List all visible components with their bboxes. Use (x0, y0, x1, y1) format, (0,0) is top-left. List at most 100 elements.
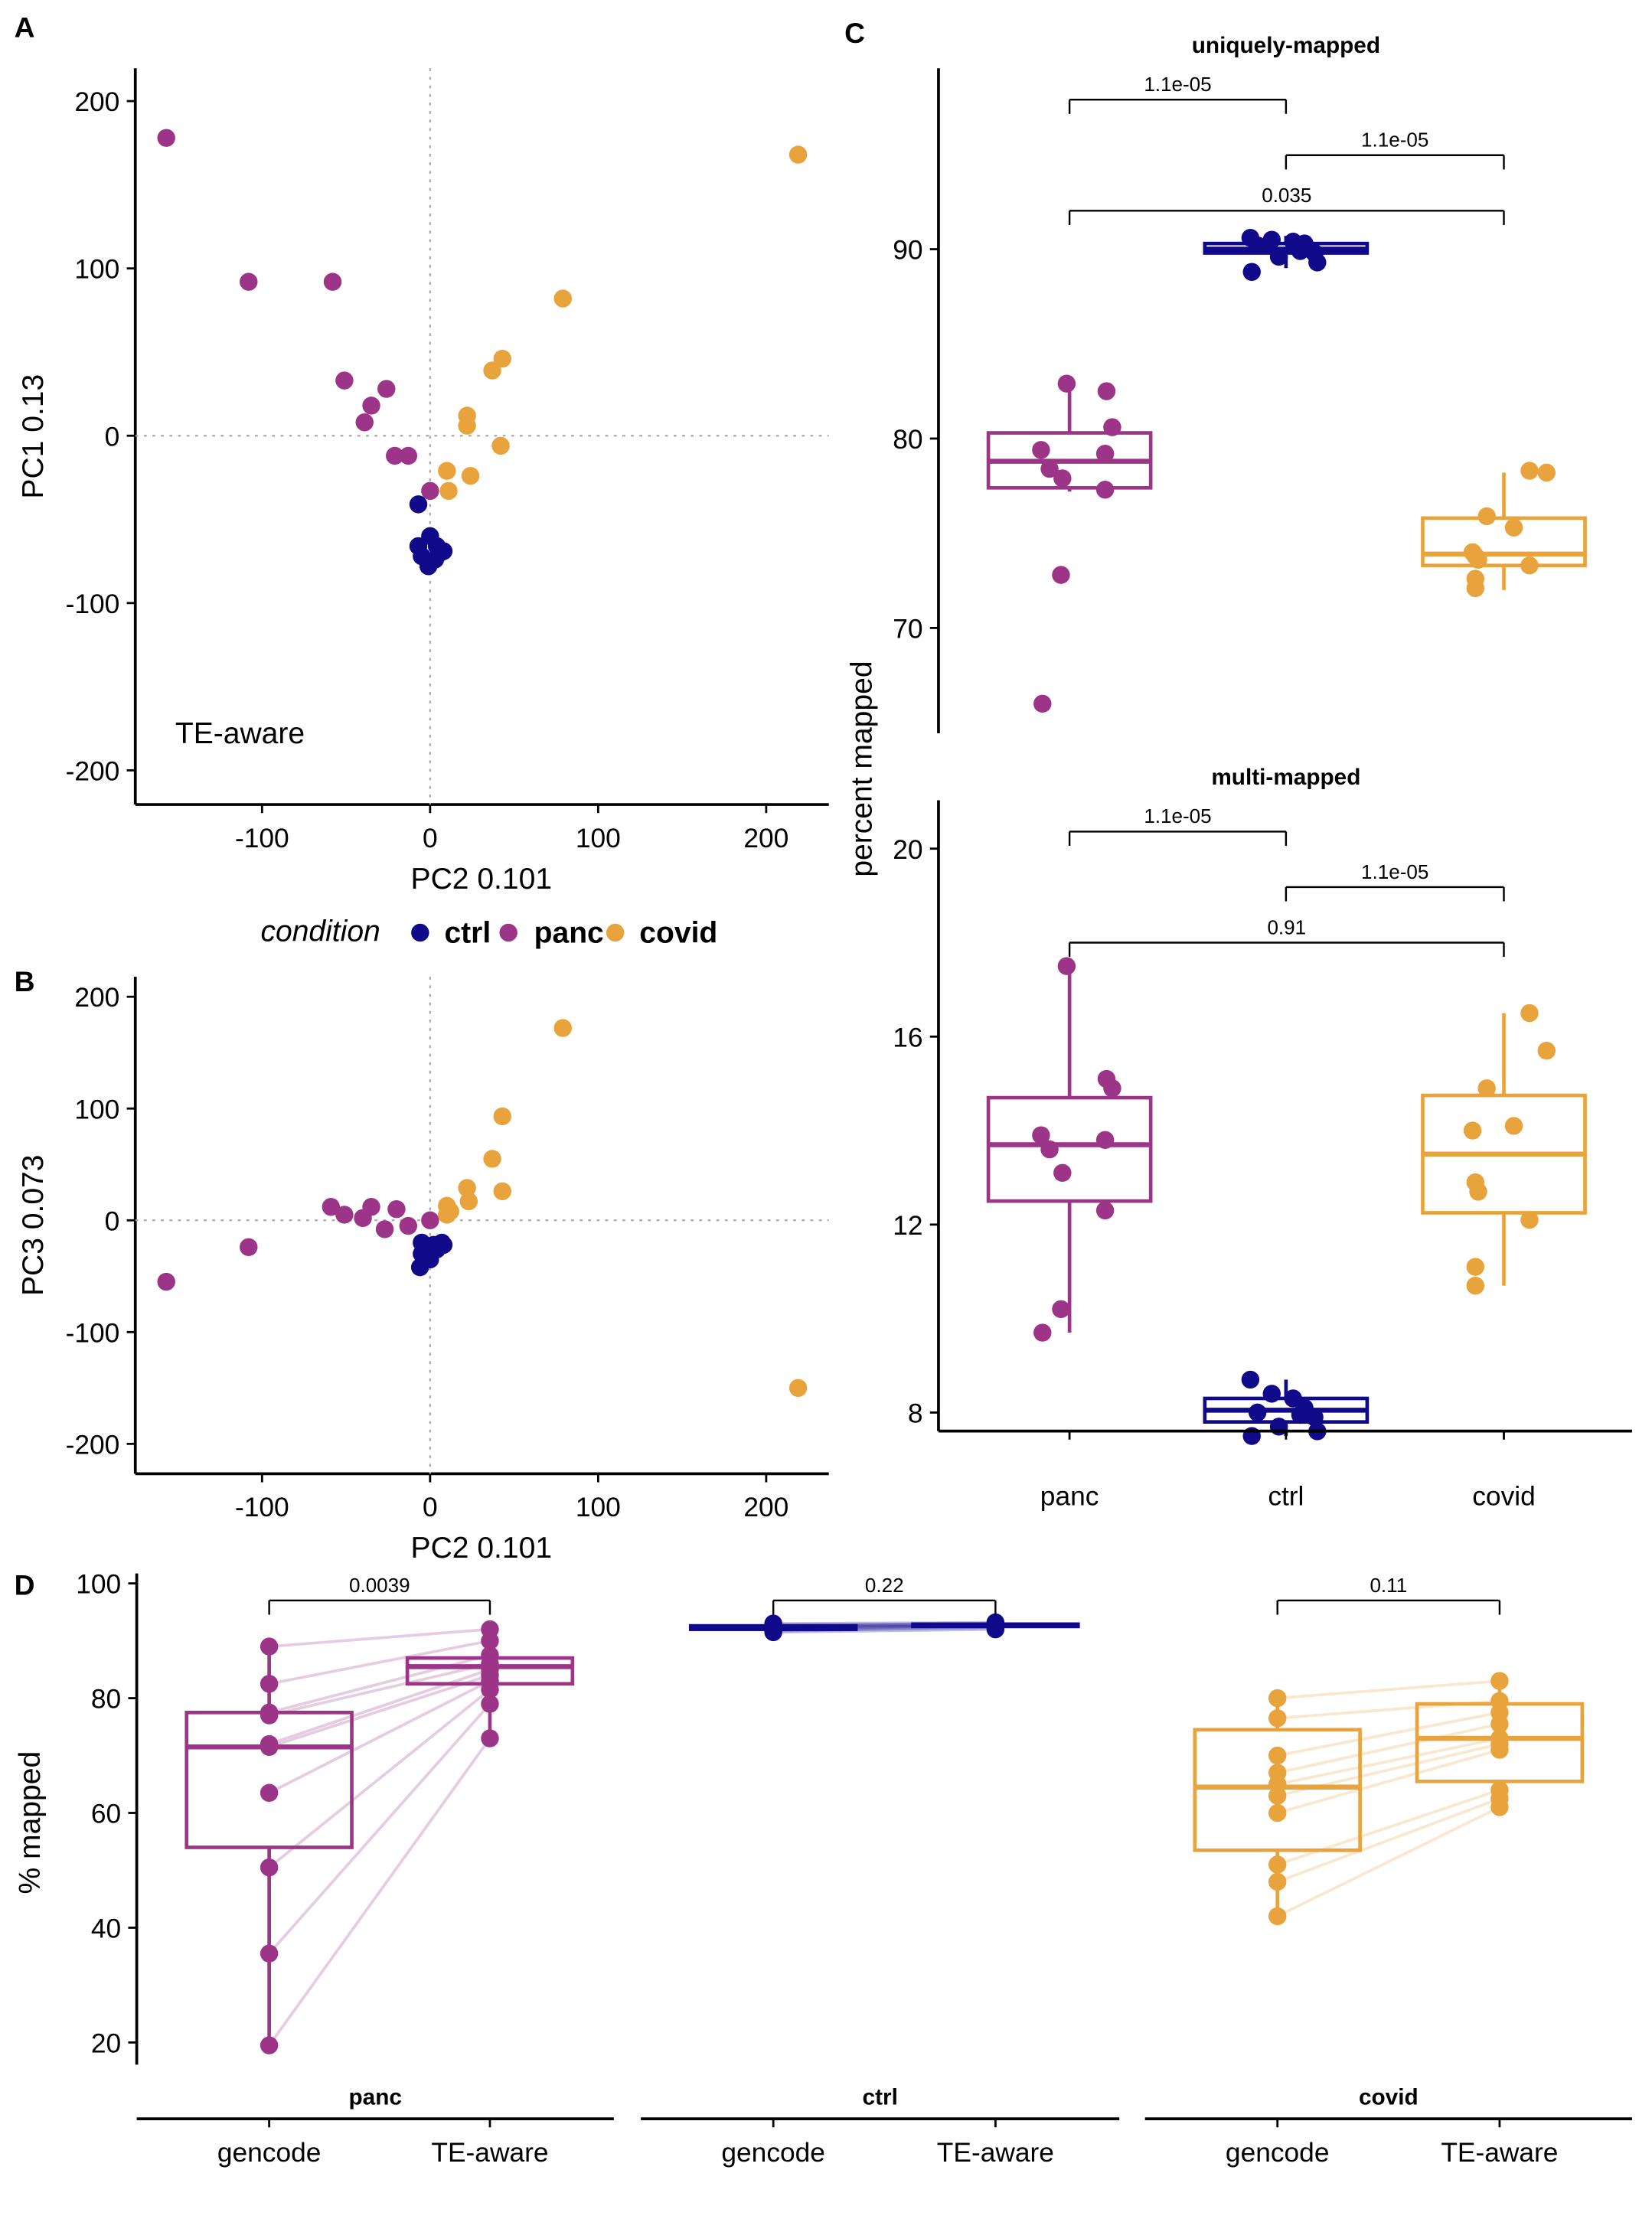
legend-title: condition (260, 915, 380, 948)
point-panc (387, 1199, 406, 1219)
significance-bracket-pvalue: 0.0039 (349, 1574, 410, 1597)
point-ctrl (1262, 230, 1281, 249)
panel-label-D: D (15, 1569, 35, 1601)
y-tick-label: 80 (91, 1685, 121, 1715)
y-tick-label: 8 (908, 1398, 923, 1428)
significance-bracket-pvalue: 0.91 (1267, 915, 1306, 938)
x-tick-label: 200 (743, 824, 788, 853)
paired-line-covid (1277, 1737, 1500, 1786)
point-panc-gencode (260, 1944, 279, 1963)
point-panc (421, 1211, 439, 1229)
x-tick-label: 100 (576, 1493, 621, 1522)
point-panc-gencode (260, 1675, 279, 1693)
y-tick-label: 80 (893, 425, 922, 455)
point-panc (1095, 445, 1115, 463)
paired-line-panc (268, 1688, 491, 1869)
point-panc-te-aware (481, 1631, 499, 1650)
x-tick-label: TE-aware (937, 2138, 1054, 2168)
point-ctrl (1242, 263, 1261, 281)
point-covid-gencode (1268, 1872, 1287, 1891)
point-covid (493, 349, 511, 368)
point-ctrl (419, 557, 438, 576)
significance-bracket-pvalue: 0.11 (1370, 1574, 1407, 1597)
legend-label-panc: panc (534, 917, 604, 950)
point-covid-gencode (1268, 1787, 1287, 1805)
point-panc (1103, 1079, 1121, 1098)
panel-label-A: A (15, 11, 35, 43)
point-panc-gencode (260, 1637, 279, 1656)
point-panc (157, 1272, 175, 1291)
point-covid-gencode (1268, 1907, 1287, 1926)
point-panc-gencode (260, 1858, 279, 1877)
y-tick-label: 20 (91, 2028, 121, 2058)
point-panc (1052, 1300, 1070, 1319)
point-panc (1052, 566, 1070, 584)
paired-line-panc (268, 1737, 491, 2047)
point-panc-gencode (260, 1738, 279, 1757)
point-covid (1477, 507, 1496, 526)
point-covid (439, 481, 458, 501)
point-covid (493, 1107, 511, 1126)
point-covid (1469, 1183, 1487, 1201)
x-tick-label: gencode (721, 2138, 825, 2168)
point-covid (553, 1019, 572, 1037)
point-panc (362, 1198, 380, 1216)
point-panc (1053, 469, 1072, 488)
point-covid-te-aware (1490, 1798, 1509, 1816)
point-ctrl-te-aware (986, 1620, 1005, 1639)
point-covid-gencode (1268, 1746, 1287, 1765)
y-axis-title: PC1 0.13 (17, 374, 50, 499)
point-panc (157, 129, 175, 147)
significance-bracket-pvalue: 0.22 (865, 1574, 904, 1597)
point-covid-te-aware (1490, 1741, 1509, 1759)
point-ctrl (1291, 242, 1310, 260)
point-panc (1097, 382, 1116, 400)
y-tick-label: 20 (893, 835, 922, 865)
point-ctrl (1305, 1408, 1324, 1427)
point-covid (1520, 1210, 1539, 1229)
point-panc (1040, 1140, 1059, 1159)
point-panc (1103, 418, 1121, 436)
point-covid (1520, 556, 1539, 575)
y-tick-label: -100 (66, 1318, 120, 1348)
paired-line-covid (1277, 1722, 1500, 1774)
point-covid (1477, 1079, 1496, 1098)
x-tick-label: 100 (576, 824, 621, 853)
paired-line-ctrl (773, 1627, 996, 1634)
box-iqr-panc-gencode (184, 1710, 354, 1849)
point-panc-te-aware (481, 1695, 499, 1713)
point-panc-gencode (260, 2036, 279, 2054)
point-covid-gencode (1268, 1709, 1287, 1728)
y-tick-label: 90 (893, 236, 922, 266)
x-tick-label: -100 (235, 1493, 289, 1522)
y-tick-label: 100 (76, 1570, 121, 1600)
point-panc (399, 446, 418, 465)
point-covid (483, 361, 501, 380)
y-tick-label: 0 (105, 422, 120, 452)
point-covid (483, 1150, 501, 1168)
y-tick-label: 100 (74, 1095, 119, 1124)
y-tick-label: 70 (893, 614, 922, 644)
point-covid-gencode (1268, 1855, 1287, 1874)
point-covid (441, 1202, 459, 1221)
point-ctrl (1248, 1403, 1267, 1422)
x-tick-label: -100 (235, 824, 289, 853)
point-covid (1504, 1117, 1523, 1135)
paired-line-panc (268, 1702, 491, 1955)
point-panc-te-aware (481, 1729, 499, 1747)
point-panc (1057, 374, 1076, 393)
y-tick-label: 60 (91, 1800, 121, 1829)
point-covid-gencode (1268, 1689, 1287, 1708)
point-panc (386, 446, 404, 465)
paired-line-covid (1277, 1679, 1500, 1700)
point-covid-gencode (1268, 1803, 1287, 1822)
paired-line-panc (269, 1627, 491, 1648)
facet-title: multi-mapped (1211, 765, 1360, 790)
point-panc (322, 1198, 341, 1216)
paired-line-panc (269, 1668, 491, 1746)
point-ctrl (1291, 1405, 1310, 1424)
point-panc (1040, 459, 1059, 478)
point-covid (1466, 579, 1485, 598)
point-panc (377, 380, 396, 398)
